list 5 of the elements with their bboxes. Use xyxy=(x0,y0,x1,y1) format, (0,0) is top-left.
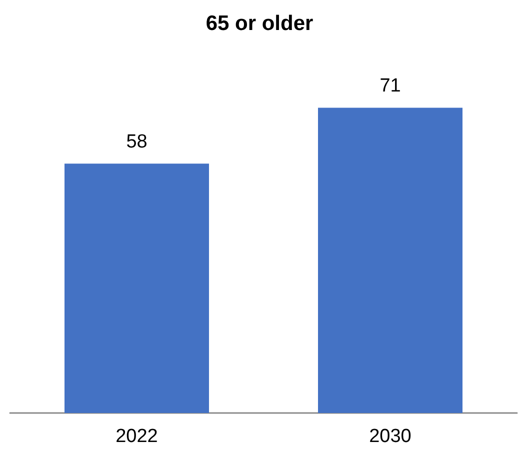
x-tick-label: 2022 xyxy=(116,426,158,447)
chart-title: 65 or older xyxy=(206,12,314,35)
data-label: 58 xyxy=(126,132,148,153)
data-label: 71 xyxy=(380,76,401,97)
x-tick-label: 2030 xyxy=(369,426,412,447)
